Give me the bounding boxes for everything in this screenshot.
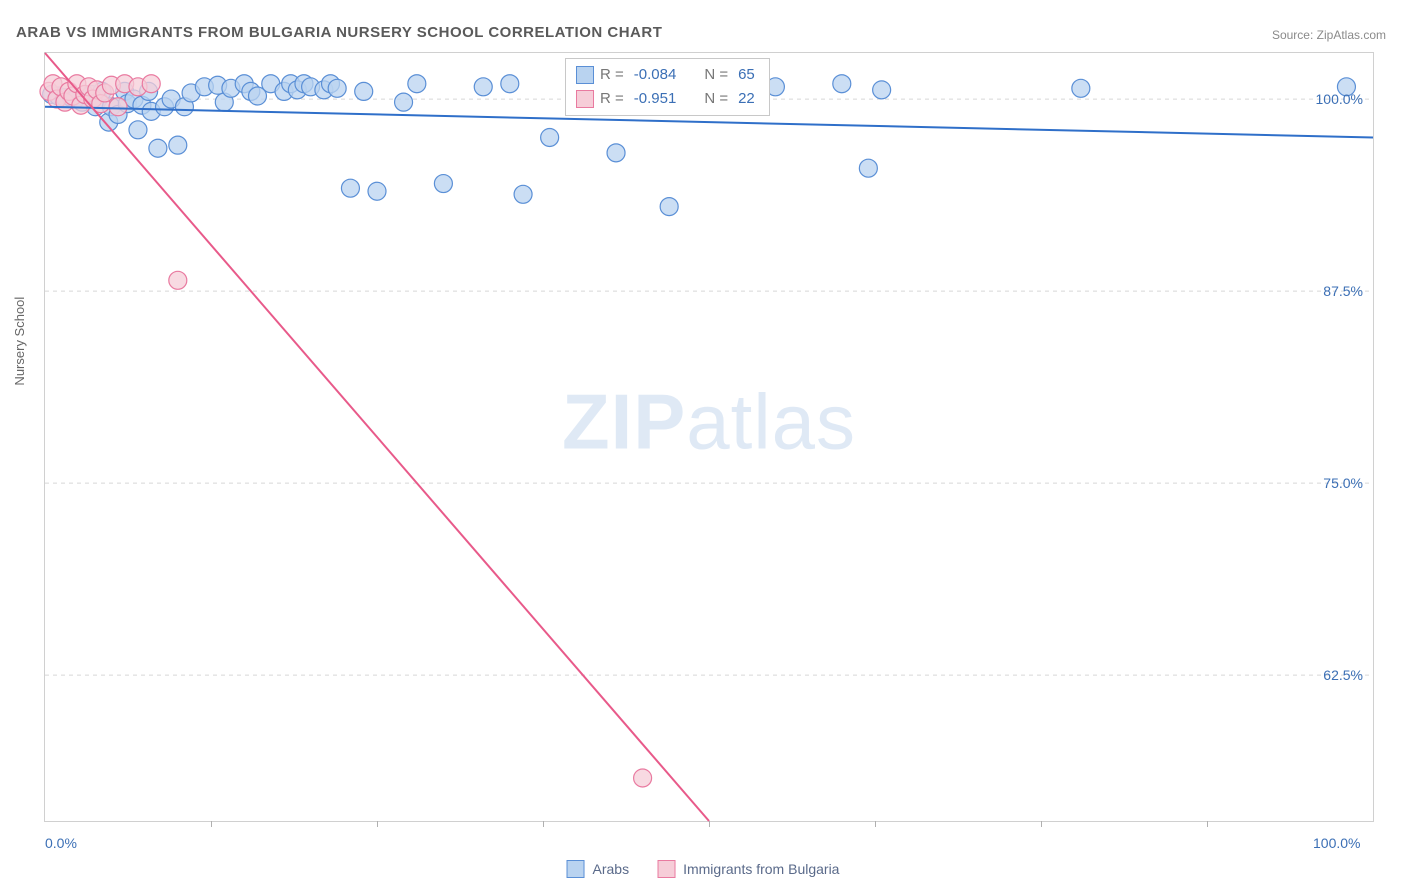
x-tick [875,821,876,827]
legend-swatch-bulgaria [657,860,675,878]
stats-legend: R = -0.084 N = 65 R = -0.951 N = 22 [565,58,770,116]
stats-row-arabs: R = -0.084 N = 65 [576,63,759,87]
chart-container: ARAB VS IMMIGRANTS FROM BULGARIA NURSERY… [0,0,1406,892]
x-tick [1207,821,1208,827]
r-value-arabs: -0.084 [630,63,681,87]
plot-svg [45,53,1373,821]
chart-title: ARAB VS IMMIGRANTS FROM BULGARIA NURSERY… [16,24,662,41]
x-tick [211,821,212,827]
x-tick [1041,821,1042,827]
y-axis-label: Nursery School [12,297,27,386]
n-value-arabs: 65 [734,63,759,87]
r-value-bulgaria: -0.951 [630,87,681,111]
legend-item-bulgaria: Immigrants from Bulgaria [657,860,839,878]
x-tick [543,821,544,827]
legend-label-bulgaria: Immigrants from Bulgaria [683,861,839,877]
y-tick-label: 100.0% [1316,91,1363,107]
y-tick-label: 87.5% [1323,283,1363,299]
legend-label-arabs: Arabs [593,861,630,877]
legend-bottom: Arabs Immigrants from Bulgaria [567,860,840,878]
n-value-bulgaria: 22 [734,87,759,111]
r-label: R = [600,63,624,87]
n-label: N = [704,63,728,87]
legend-item-arabs: Arabs [567,860,630,878]
x-tick-label: 0.0% [45,835,77,851]
legend-swatch-arabs [567,860,585,878]
x-tick-label: 100.0% [1313,835,1360,851]
swatch-arabs [576,66,594,84]
y-tick-label: 62.5% [1323,667,1363,683]
swatch-bulgaria [576,90,594,108]
source-label: Source: ZipAtlas.com [1272,28,1386,42]
r-label: R = [600,87,624,111]
x-tick [377,821,378,827]
y-tick-label: 75.0% [1323,475,1363,491]
plot-area: ZIPatlas 62.5%75.0%87.5%100.0%0.0%100.0% [44,52,1374,822]
n-label: N = [704,87,728,111]
stats-row-bulgaria: R = -0.951 N = 22 [576,87,759,111]
x-tick [709,821,710,827]
